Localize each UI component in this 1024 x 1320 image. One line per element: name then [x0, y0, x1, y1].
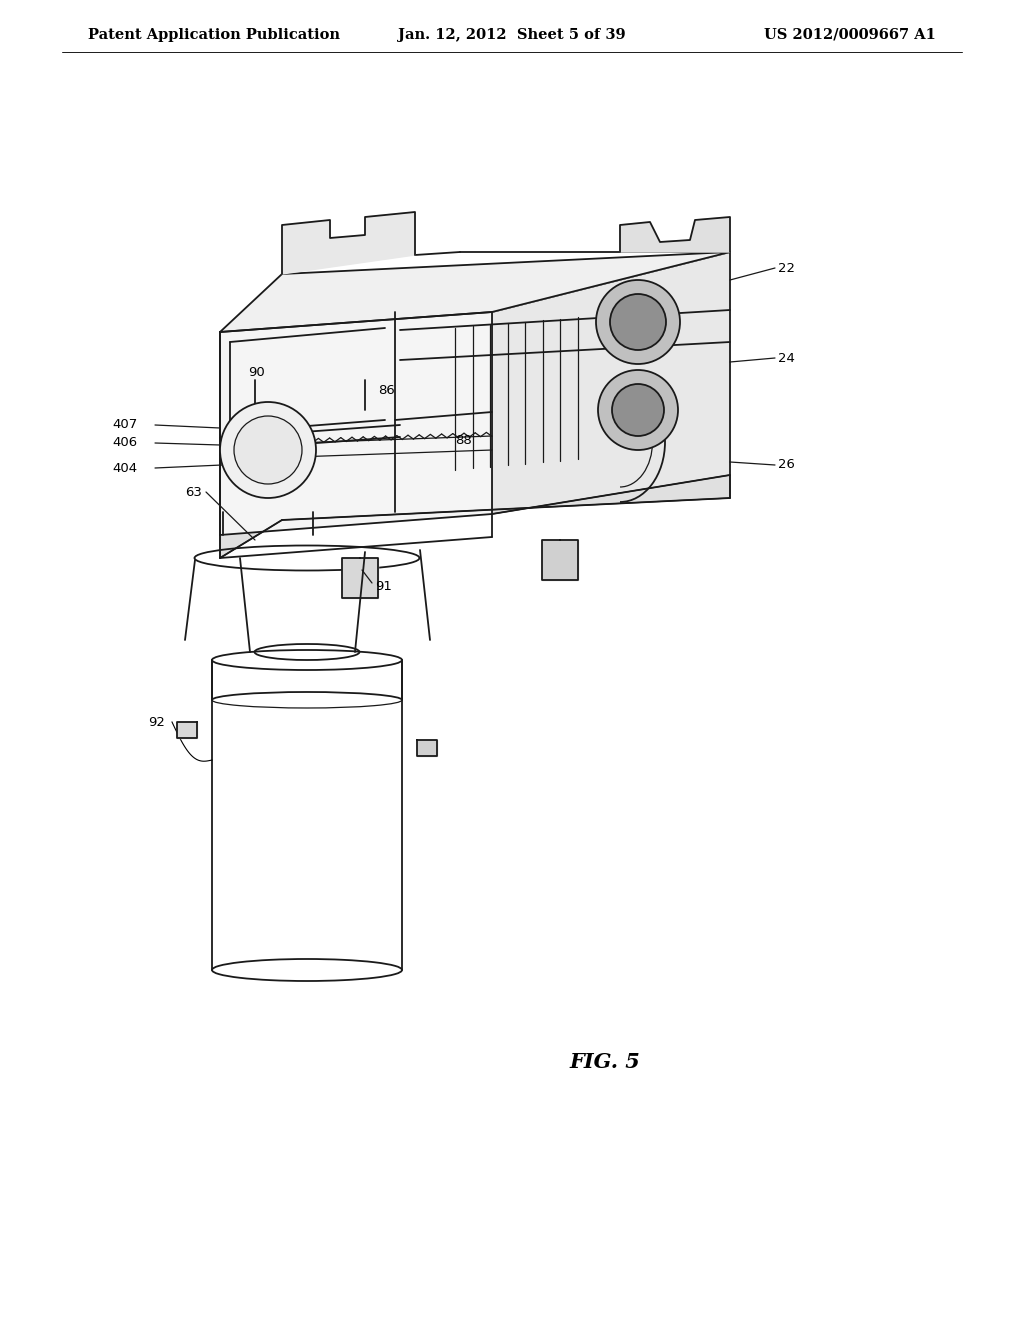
Circle shape: [612, 384, 664, 436]
Text: 407: 407: [112, 418, 137, 432]
Text: US 2012/0009667 A1: US 2012/0009667 A1: [764, 28, 936, 42]
Circle shape: [596, 280, 680, 364]
Text: 88: 88: [455, 433, 472, 446]
Polygon shape: [417, 741, 437, 756]
Circle shape: [220, 403, 316, 498]
Polygon shape: [282, 213, 415, 275]
Circle shape: [610, 294, 666, 350]
Polygon shape: [542, 540, 578, 579]
Text: 406: 406: [112, 437, 137, 450]
Text: 26: 26: [778, 458, 795, 471]
Text: 90: 90: [248, 366, 265, 379]
Text: 404: 404: [112, 462, 137, 474]
Text: 92: 92: [148, 715, 165, 729]
Polygon shape: [220, 475, 730, 558]
Text: 86: 86: [378, 384, 394, 396]
Text: 91: 91: [375, 581, 392, 594]
Polygon shape: [177, 722, 197, 738]
Polygon shape: [220, 312, 492, 535]
Circle shape: [234, 416, 302, 484]
Polygon shape: [492, 252, 730, 513]
Polygon shape: [342, 558, 378, 598]
Text: FIG. 5: FIG. 5: [569, 1052, 640, 1072]
Polygon shape: [220, 252, 730, 333]
Circle shape: [598, 370, 678, 450]
Polygon shape: [620, 216, 730, 252]
Text: 63: 63: [185, 486, 202, 499]
Text: 22: 22: [778, 261, 795, 275]
Text: Patent Application Publication: Patent Application Publication: [88, 28, 340, 42]
Text: Jan. 12, 2012  Sheet 5 of 39: Jan. 12, 2012 Sheet 5 of 39: [398, 28, 626, 42]
Text: 24: 24: [778, 351, 795, 364]
